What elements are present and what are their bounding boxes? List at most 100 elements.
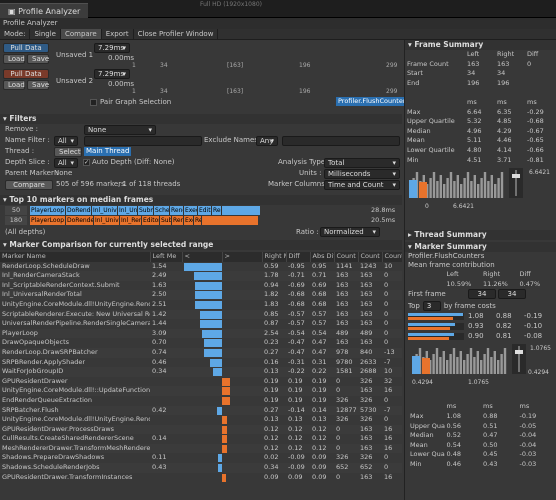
column-header[interactable]: Count bbox=[382, 252, 402, 262]
ratio-dropdown[interactable]: Normalized bbox=[320, 227, 380, 237]
table-row[interactable]: GPUResidentDrawer.TransformInstances 0.09… bbox=[0, 473, 402, 483]
top10-segment[interactable]: DoRender bbox=[67, 216, 94, 225]
auto-depth-checkbox[interactable]: ✓ bbox=[83, 159, 90, 166]
top-frame-row[interactable]: 0.93 0.82 -0.10 bbox=[408, 321, 553, 331]
compare-button[interactable]: Compare bbox=[60, 29, 102, 39]
thread-summary-header[interactable]: ▸ Thread Summary bbox=[405, 230, 556, 241]
graph-scale-dropdown[interactable]: 7.29ms bbox=[94, 69, 130, 79]
pair-graph-checkbox[interactable] bbox=[90, 98, 97, 106]
name-filter-dropdown[interactable]: All bbox=[54, 136, 78, 146]
pull-data-button[interactable]: Pull Data bbox=[3, 69, 49, 79]
top10-bar[interactable]: PlayerLoopDoRenderInl_UniverInl_UniverSu… bbox=[30, 206, 260, 215]
column-header[interactable]: Abs Diff bbox=[310, 252, 335, 262]
table-row[interactable]: Inl_ScriptableRenderContext.Submit 1.63 0.… bbox=[0, 281, 402, 291]
column-header[interactable]: > bbox=[222, 252, 263, 262]
table-row[interactable]: Inl_RenderCameraStack 2.49 1.78 -0.71 0.71 16… bbox=[0, 271, 402, 281]
top10-segment[interactable]: Subm bbox=[138, 206, 154, 215]
top-n-dropdown[interactable]: 3 bbox=[422, 300, 441, 311]
top10-segment[interactable]: Inl_Univer bbox=[93, 206, 118, 215]
summary-cell: -0.03 bbox=[519, 459, 537, 468]
top10-bar[interactable]: PlayerLoopDoRenderInl_UniverInl_RendEdit… bbox=[30, 216, 258, 225]
table-row[interactable]: RenderLoop.ScheduleDraw 1.54 0.59 -0.95 0.95… bbox=[0, 262, 402, 272]
top10-segment[interactable]: Rend bbox=[171, 206, 184, 215]
analysis-dropdown[interactable]: Total bbox=[324, 158, 400, 168]
column-header[interactable]: Diff bbox=[286, 252, 311, 262]
column-header[interactable]: Marker Name bbox=[0, 252, 151, 262]
marker-columns-dropdown[interactable]: Time and Count bbox=[324, 180, 400, 190]
top10-segment[interactable]: Editor bbox=[143, 216, 160, 225]
top10-segment[interactable]: PlayerLoop bbox=[31, 206, 66, 215]
table-row[interactable]: WaitForJobGroupID 0.34 0.13 -0.22 0.22 1581 26… bbox=[0, 367, 402, 377]
table-row[interactable]: RenderLoop.DrawSRPBatcher 0.74 0.27 -0.47 0.… bbox=[0, 347, 402, 358]
top10-segment[interactable]: Rer bbox=[213, 206, 222, 215]
value-cell: 0.12 bbox=[288, 424, 303, 433]
top10-segment[interactable]: Exe bbox=[185, 216, 194, 225]
column-header[interactable]: Right M bbox=[262, 252, 287, 262]
table-row[interactable]: MeshRendererDrawer.TransformMeshRenderer… bbox=[0, 443, 402, 454]
top10-segment[interactable]: Inl_Rend bbox=[120, 216, 142, 225]
depth-dropdown[interactable]: All bbox=[54, 158, 78, 168]
top-frame-row[interactable]: 1.08 0.88 -0.19 bbox=[408, 311, 553, 321]
top10-segment[interactable]: PlayerLoop bbox=[31, 216, 66, 225]
export-button[interactable]: Export bbox=[102, 29, 134, 39]
marker-summary-header[interactable]: ▾ Marker Summary bbox=[405, 242, 556, 253]
table-row[interactable]: CullResults.CreateSharedRendererScene 0.1… bbox=[0, 434, 402, 444]
table-row[interactable]: UnityEngine.CoreModule.dll!UnityEngine.R… bbox=[0, 300, 402, 310]
column-header[interactable]: Left Me bbox=[150, 252, 183, 262]
marker-name-cell: Inl_UniversalRenderTotal bbox=[2, 290, 82, 299]
units-dropdown[interactable]: Milliseconds bbox=[324, 169, 400, 179]
frame-summary-header[interactable]: ▾ Frame Summary bbox=[405, 40, 556, 50]
top10-segment[interactable]: Ren bbox=[173, 216, 184, 225]
remove-dropdown[interactable]: None bbox=[84, 125, 156, 135]
compare-filter-button[interactable]: Compare bbox=[5, 180, 53, 190]
menu-label[interactable]: Profile Analyzer bbox=[3, 19, 58, 27]
close-profiler-button[interactable]: Close Profiler Window bbox=[134, 29, 219, 39]
exclude-dropdown[interactable]: Any bbox=[256, 136, 278, 146]
table-row[interactable]: Inl_UniversalRenderTotal 2.50 1.82 -0.68 0.6… bbox=[0, 290, 402, 300]
analysis-label: Analysis Type : bbox=[278, 158, 330, 166]
table-row[interactable]: GPUResidentDrawer.ProcessDraws 0.12 0.12 0.… bbox=[0, 424, 402, 435]
single-button[interactable]: Single bbox=[30, 29, 61, 39]
first-frame-right[interactable]: 34 bbox=[498, 289, 526, 300]
top10-segment[interactable]: Inl_Univer bbox=[119, 206, 138, 215]
top10-segment[interactable]: Sche bbox=[155, 206, 170, 215]
table-row[interactable]: UnityEngine.CoreModule.dll!::UpdateFunct… bbox=[0, 386, 402, 396]
table-row[interactable]: Shadows.ScheduleRenderJobs 0.43 0.34 -0.09 0… bbox=[0, 463, 402, 473]
table-row[interactable]: EndRenderQueueExtraction 0.19 0.19 0.19 326 3… bbox=[0, 396, 402, 406]
table-row[interactable]: DrawOpaqueObjects 0.70 0.23 -0.47 0.47 163 163… bbox=[0, 338, 402, 348]
table-row[interactable]: ScriptableRenderer.Execute: New Universa… bbox=[0, 309, 402, 320]
table-row[interactable]: SRPBRender.ApplyShader 0.46 0.16 -0.31 0.31 9… bbox=[0, 358, 402, 368]
column-header[interactable]: Count R bbox=[358, 252, 383, 262]
table-row[interactable]: GPUResidentDrawer 0.19 0.19 0.19 0 326 32 bbox=[0, 377, 402, 387]
top10-segment[interactable]: Editi bbox=[199, 206, 212, 215]
top10-segment[interactable]: DoRender bbox=[67, 206, 92, 215]
column-header[interactable]: Count L bbox=[334, 252, 359, 262]
column-header[interactable]: < bbox=[182, 252, 223, 262]
top10-segment[interactable]: Exec bbox=[185, 206, 198, 215]
first-frame-left[interactable]: 34 bbox=[468, 289, 496, 300]
load-button[interactable]: Load bbox=[3, 80, 25, 90]
top10-segment[interactable]: Subi bbox=[160, 216, 172, 225]
load-button[interactable]: Load bbox=[3, 54, 25, 64]
table-row[interactable]: SRPBatcher.Flush 0.42 0.27 -0.14 0.14 12877 57… bbox=[0, 405, 402, 416]
top10-header[interactable]: ▾ Top 10 markers on median frames bbox=[0, 195, 402, 205]
table-row[interactable]: PlayerLoop 3.09 2.54 -0.54 0.54 489 489 0 bbox=[0, 328, 402, 339]
name-filter-input[interactable] bbox=[84, 136, 202, 146]
exclude-input[interactable] bbox=[282, 136, 400, 146]
filters-header[interactable]: ▾ Filters bbox=[0, 114, 402, 124]
table-row[interactable]: UniversalRenderPipeline.RenderSingleCame… bbox=[0, 319, 402, 329]
table-row[interactable]: Shadows.PrepareDrawShadows 0.11 0.02 -0.09 0… bbox=[0, 453, 402, 463]
left-bar-cell bbox=[182, 434, 222, 444]
top10-segment[interactable]: Inl_Univer bbox=[95, 216, 120, 225]
save-button[interactable]: Save bbox=[27, 54, 49, 64]
graph-scale-dropdown[interactable]: 7.29ms bbox=[94, 43, 130, 53]
window-tab[interactable]: ▣ Profile Analyzer bbox=[0, 3, 89, 18]
pull-data-button[interactable]: Pull Data bbox=[3, 43, 49, 53]
comparison-header[interactable]: ▾ Marker Comparison for currently select… bbox=[0, 240, 402, 250]
thread-select-button[interactable]: Select bbox=[54, 147, 82, 157]
save-button[interactable]: Save bbox=[27, 80, 49, 90]
table-row[interactable]: UnityEngine.CoreModule.dll!UnityEngine.R… bbox=[0, 415, 402, 425]
top10-segment[interactable]: Rer bbox=[194, 216, 202, 225]
top-frame-row[interactable]: 0.90 0.81 -0.08 bbox=[408, 331, 553, 341]
value-cell: 326 bbox=[360, 395, 373, 404]
